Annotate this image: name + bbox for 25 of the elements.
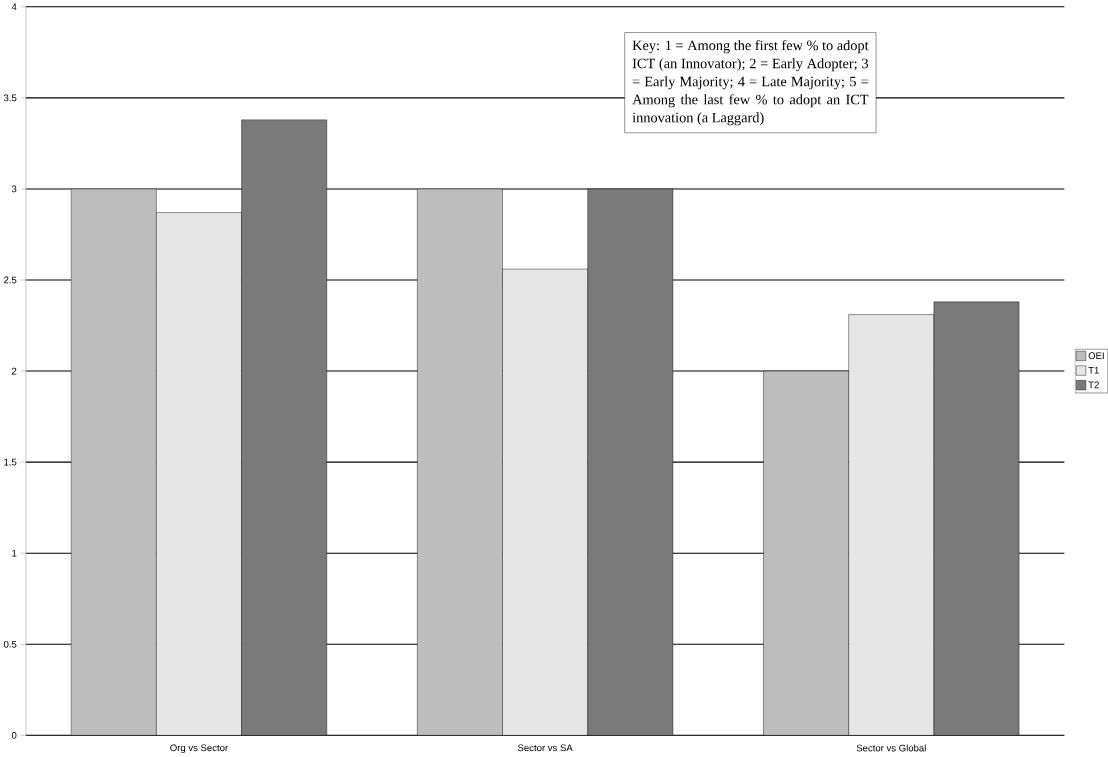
x-tick-label: Sector vs SA bbox=[517, 744, 573, 752]
bar bbox=[587, 188, 674, 736]
y-tick-label: 4 bbox=[11, 3, 17, 11]
y-tick-label: 2.5 bbox=[4, 276, 17, 284]
y-tick-label: 1.5 bbox=[4, 459, 17, 466]
bar bbox=[70, 188, 157, 736]
y-tick-label: 2 bbox=[11, 367, 17, 375]
y-tick-label: 0.5 bbox=[3, 641, 17, 648]
x-tick-label: Org vs Sector bbox=[170, 744, 228, 754]
x-tick-label: Sector vs Global bbox=[856, 744, 926, 752]
bar bbox=[417, 188, 503, 736]
y-tick-label: 3 bbox=[11, 185, 17, 193]
bar bbox=[848, 314, 935, 736]
annotation: Key: 1 = Among the first few % to adopt ICT (an Innovator); 2 = Early Adopter; 3 = Early Majority; 4 = Late Majority; 5 = Among the last few % to adopt an ICT innovation (a Laggard) bbox=[632, 40, 869, 126]
y-tick-label: 3.5 bbox=[3, 94, 17, 102]
y-tick-label: 0 bbox=[11, 732, 17, 739]
y-tick-label: 1 bbox=[12, 550, 17, 557]
bar bbox=[156, 212, 242, 736]
legend-label: T2 bbox=[1088, 381, 1099, 389]
bar bbox=[241, 119, 327, 736]
bar bbox=[763, 371, 849, 736]
legend-label: OEI bbox=[1088, 352, 1104, 360]
bar bbox=[933, 301, 1020, 736]
legend-label: T1 bbox=[1088, 367, 1099, 374]
bar bbox=[502, 269, 588, 736]
